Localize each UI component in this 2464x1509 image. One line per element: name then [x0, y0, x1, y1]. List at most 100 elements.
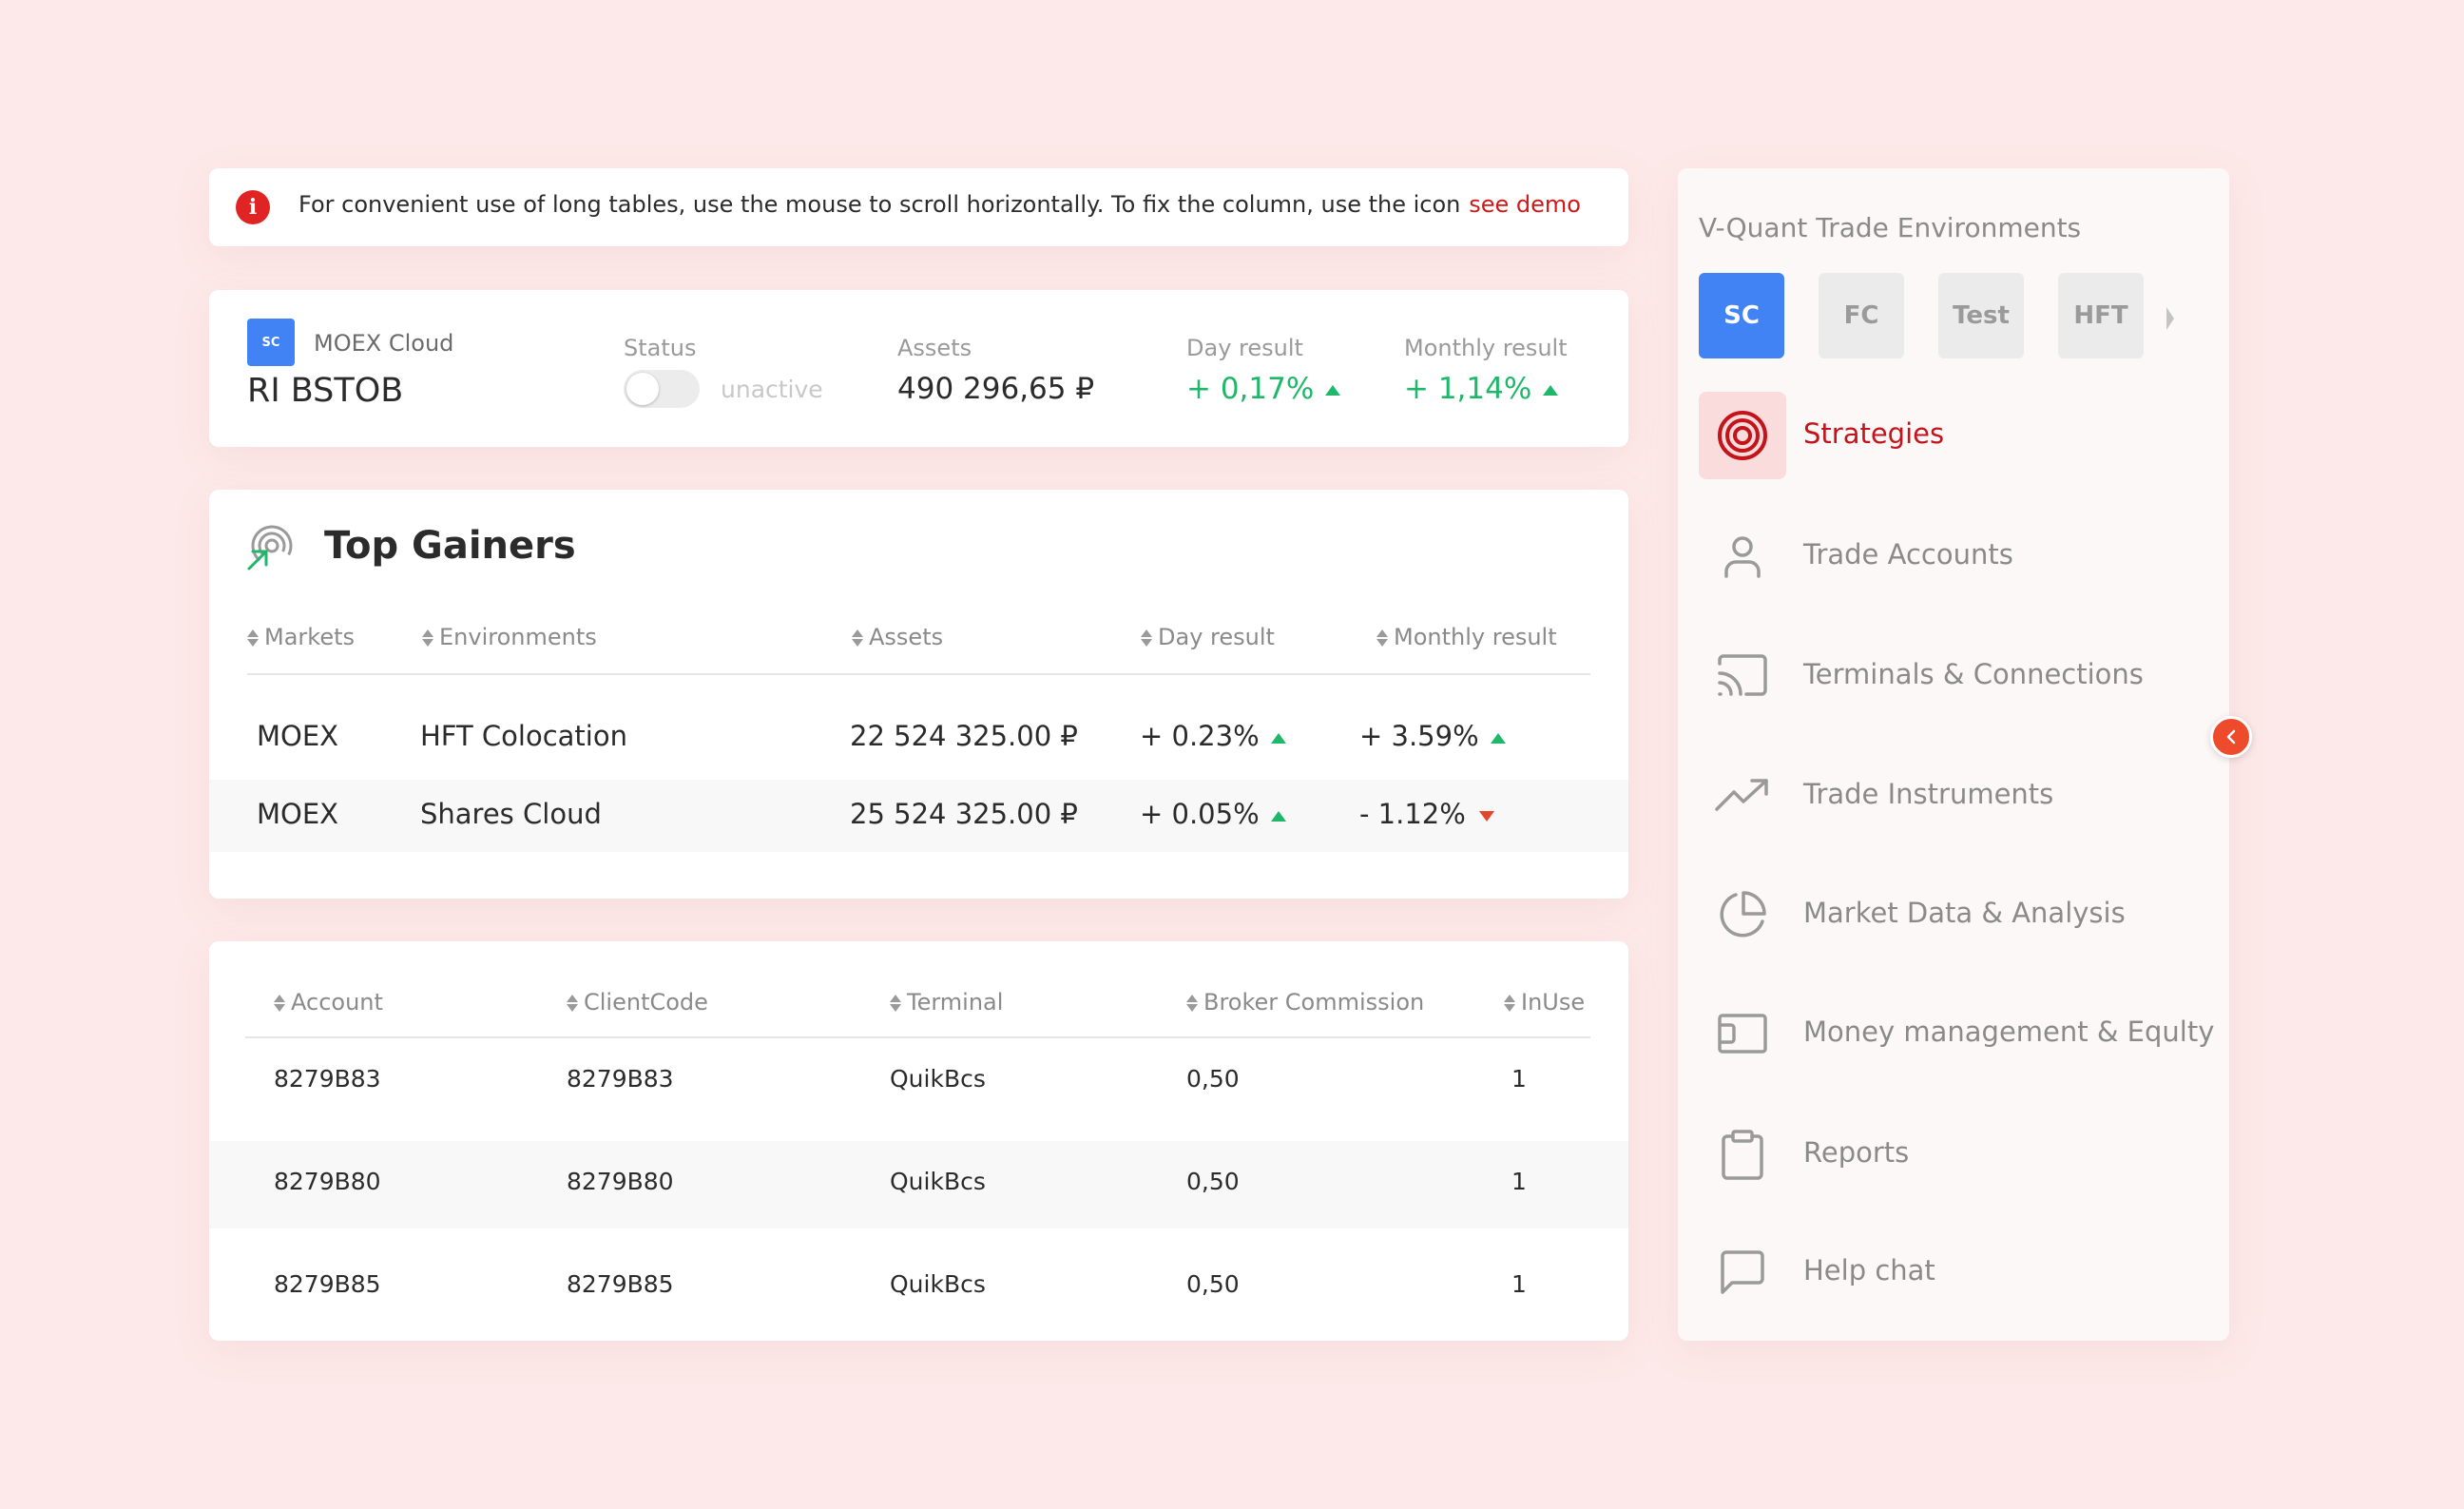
chat-icon — [1699, 1228, 1786, 1316]
column-header-broker-commission[interactable]: Broker Commission — [1186, 989, 1424, 1016]
environment-cell: HFT Colocation — [420, 720, 627, 752]
sidebar-item-label: Terminals & Connections — [1803, 658, 2144, 690]
inuse-cell: 1 — [1511, 1065, 1527, 1093]
column-header-label: Markets — [264, 624, 356, 650]
env-button-sc[interactable]: SC — [1699, 273, 1784, 358]
table-row[interactable]: 8279B80 8279B80 QuikBcs 0,50 1 — [209, 1141, 1628, 1228]
top-gainers-card: Top Gainers Markets Environments Assets … — [209, 490, 1628, 899]
sidebar-item-label: Money management & Equlty — [1803, 1016, 2215, 1048]
column-header-label: Day result — [1158, 624, 1275, 650]
sidebar-title: V-Quant Trade Environments — [1699, 212, 2082, 243]
assets-cell: 25 524 325.00 ₽ — [850, 798, 1078, 830]
sidebar-item-label: Strategies — [1803, 417, 1945, 450]
column-header-label: Environments — [439, 624, 597, 650]
target-arrow-icon — [247, 525, 293, 571]
trending-up-icon — [1699, 752, 1786, 840]
table-row[interactable]: 8279B83 8279B83 QuikBcs 0,50 1 — [209, 1038, 1628, 1130]
header-divider — [247, 673, 1590, 675]
info-notice: i For convenient use of long tables, use… — [209, 168, 1628, 246]
sidebar-item-label: Trade Instruments — [1803, 778, 2054, 810]
sort-icon — [1376, 628, 1388, 648]
market-cell: MOEX — [257, 798, 339, 830]
inuse-cell: 1 — [1511, 1168, 1527, 1195]
commission-cell: 0,50 — [1186, 1168, 1240, 1195]
environment-badge: SC — [247, 319, 295, 366]
account-cell: 8279B83 — [274, 1065, 381, 1093]
arrow-up-icon — [1270, 732, 1286, 744]
assets-value: 490 296,65 ₽ — [897, 372, 1095, 406]
assets-label: Assets — [897, 335, 972, 361]
sort-icon — [422, 628, 433, 648]
table-row[interactable]: 8279B85 8279B85 QuikBcs 0,50 1 — [209, 1238, 1628, 1329]
sidebar-item-terminals-connections[interactable]: Terminals & Connections — [1699, 632, 2212, 720]
sort-icon — [1504, 993, 1515, 1014]
sidebar-item-market-data[interactable]: Market Data & Analysis — [1699, 871, 2212, 958]
day-result-text: + 0,17% — [1186, 372, 1315, 406]
column-header-assets[interactable]: Assets — [852, 624, 943, 650]
clipboard-icon — [1699, 1111, 1786, 1198]
column-header-markets[interactable]: Markets — [247, 624, 355, 650]
column-header-account[interactable]: Account — [274, 989, 383, 1016]
assets-cell: 22 524 325.00 ₽ — [850, 720, 1078, 752]
column-header-label: InUse — [1521, 989, 1586, 1016]
column-header-label: Account — [291, 989, 383, 1016]
terminal-cell: QuikBcs — [890, 1065, 986, 1093]
sidebar-item-trade-accounts[interactable]: Trade Accounts — [1699, 513, 2212, 600]
sidebar-item-label: Help chat — [1803, 1254, 1935, 1287]
column-header-label: ClientCode — [584, 989, 708, 1016]
sidebar-item-strategies[interactable]: Strategies — [1699, 392, 2212, 479]
column-header-terminal[interactable]: Terminal — [890, 989, 1003, 1016]
sidebar-item-reports[interactable]: Reports — [1699, 1111, 2212, 1198]
env-button-hft[interactable]: HFT — [2058, 273, 2144, 358]
monthly-result-text: - 1.12% — [1359, 798, 1466, 830]
env-button-fc[interactable]: FC — [1819, 273, 1904, 358]
sort-icon — [1186, 993, 1198, 1014]
day-result-value: + 0,17% — [1186, 372, 1341, 406]
cast-icon — [1699, 632, 1786, 720]
strategy-summary-card: SC MOEX Cloud RI BSTOB Status unactive A… — [209, 290, 1628, 447]
account-cell: 8279B85 — [274, 1270, 381, 1298]
sort-icon — [852, 628, 863, 648]
monthly-result-value: + 1,14% — [1404, 372, 1559, 406]
arrow-down-icon — [1478, 810, 1494, 822]
sidebar-item-label: Market Data & Analysis — [1803, 897, 2126, 929]
commission-cell: 0,50 — [1186, 1065, 1240, 1093]
collapse-sidebar-button[interactable] — [2210, 716, 2252, 758]
environment-cell: Shares Cloud — [420, 798, 602, 830]
column-header-day-result[interactable]: Day result — [1141, 624, 1275, 650]
column-header-environments[interactable]: Environments — [422, 624, 597, 650]
see-demo-link[interactable]: see demo — [1469, 191, 1581, 218]
env-button-test[interactable]: Test — [1938, 273, 2024, 358]
terminal-cell: QuikBcs — [890, 1168, 986, 1195]
commission-cell: 0,50 — [1186, 1270, 1240, 1298]
cloud-name: MOEX Cloud — [314, 330, 454, 357]
clientcode-cell: 8279B83 — [567, 1065, 674, 1093]
column-header-inuse[interactable]: InUse — [1504, 989, 1585, 1016]
status-toggle[interactable] — [624, 370, 700, 408]
column-header-monthly-result[interactable]: Monthly result — [1376, 624, 1557, 650]
strategy-name: RI BSTOB — [247, 372, 404, 410]
env-scroll-right-icon[interactable] — [2166, 307, 2174, 330]
pie-chart-icon — [1699, 871, 1786, 958]
target-icon — [1699, 392, 1786, 479]
sort-icon — [274, 993, 285, 1014]
clientcode-cell: 8279B80 — [567, 1168, 674, 1195]
monthly-result-cell: - 1.12% — [1359, 798, 1494, 830]
sidebar-item-trade-instruments[interactable]: Trade Instruments — [1699, 752, 2212, 840]
clientcode-cell: 8279B85 — [567, 1270, 674, 1298]
table-row[interactable]: MOEX Shares Cloud 25 524 325.00 ₽ + 0.05… — [209, 780, 1628, 852]
sidebar-item-help-chat[interactable]: Help chat — [1699, 1228, 2212, 1316]
chevron-left-icon — [2226, 729, 2236, 745]
status-label: Status — [624, 335, 697, 361]
monthly-result-text: + 1,14% — [1404, 372, 1532, 406]
day-result-cell: + 0.23% — [1140, 720, 1286, 752]
status-value: unactive — [721, 376, 823, 403]
sidebar-item-money-management[interactable]: Money management & Equlty — [1699, 990, 2215, 1077]
header-divider — [245, 1036, 1590, 1038]
accounts-table-card: Account ClientCode Terminal Broker Commi… — [209, 941, 1628, 1341]
arrow-up-icon — [1325, 385, 1341, 396]
column-header-clientcode[interactable]: ClientCode — [567, 989, 708, 1016]
sidebar: V-Quant Trade Environments SC FC Test HF… — [1678, 168, 2229, 1341]
monthly-result-label: Monthly result — [1404, 335, 1568, 361]
monthly-result-cell: + 3.59% — [1359, 720, 1506, 752]
